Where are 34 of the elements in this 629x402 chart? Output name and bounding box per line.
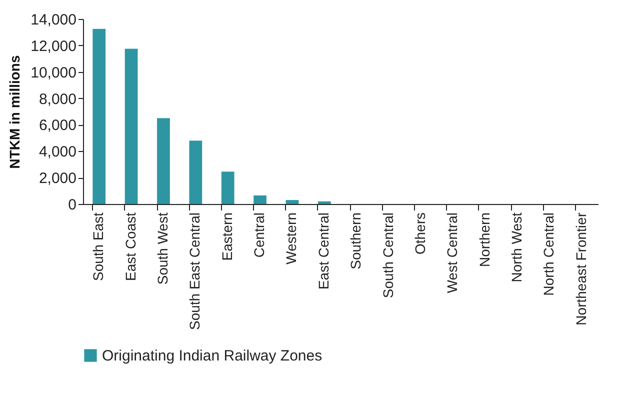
y-axis-title: NTKM in millions bbox=[6, 55, 23, 169]
bar bbox=[124, 48, 138, 204]
bar bbox=[318, 201, 331, 204]
x-tick-label: Eastern bbox=[218, 212, 235, 261]
x-tick-label: North Central bbox=[540, 212, 557, 296]
bar bbox=[221, 172, 234, 204]
bar bbox=[92, 28, 106, 204]
x-tick-label: Northern bbox=[476, 212, 492, 267]
x-tick-label: North West bbox=[508, 212, 525, 282]
y-tick-label: 0 bbox=[68, 196, 76, 214]
x-tick-label: Western bbox=[283, 212, 300, 264]
x-tick-label: South East Central bbox=[186, 212, 203, 330]
bar bbox=[286, 200, 299, 204]
x-tick-label: South East bbox=[90, 212, 106, 281]
bar bbox=[189, 140, 202, 204]
x-tick-label: West Central bbox=[444, 212, 460, 294]
x-tick-label: South West bbox=[154, 212, 170, 285]
x-tick-label: Southern bbox=[348, 212, 364, 270]
x-tick-label: East Coast bbox=[122, 212, 138, 281]
y-tick-label: 12,000 bbox=[30, 38, 76, 55]
x-tick-label: Central bbox=[251, 212, 268, 258]
y-tick-label: 4,000 bbox=[38, 144, 76, 161]
x-tick-label: Northeast Frontier bbox=[572, 212, 589, 326]
y-tick-label: 10,000 bbox=[30, 64, 76, 82]
x-tick-label: Others bbox=[412, 212, 428, 255]
x-tick-label: South Central bbox=[380, 212, 396, 298]
y-tick-label: 14,000 bbox=[30, 12, 76, 28]
legend-label: Originating Indian Railway Zones bbox=[102, 348, 322, 364]
bar bbox=[254, 195, 266, 204]
bar bbox=[157, 118, 170, 204]
y-tick-label: 2,000 bbox=[38, 170, 76, 188]
y-tick-label: 6,000 bbox=[38, 117, 76, 134]
y-tick-label: 8,000 bbox=[38, 90, 76, 108]
x-tick-label: East Central bbox=[315, 212, 332, 290]
